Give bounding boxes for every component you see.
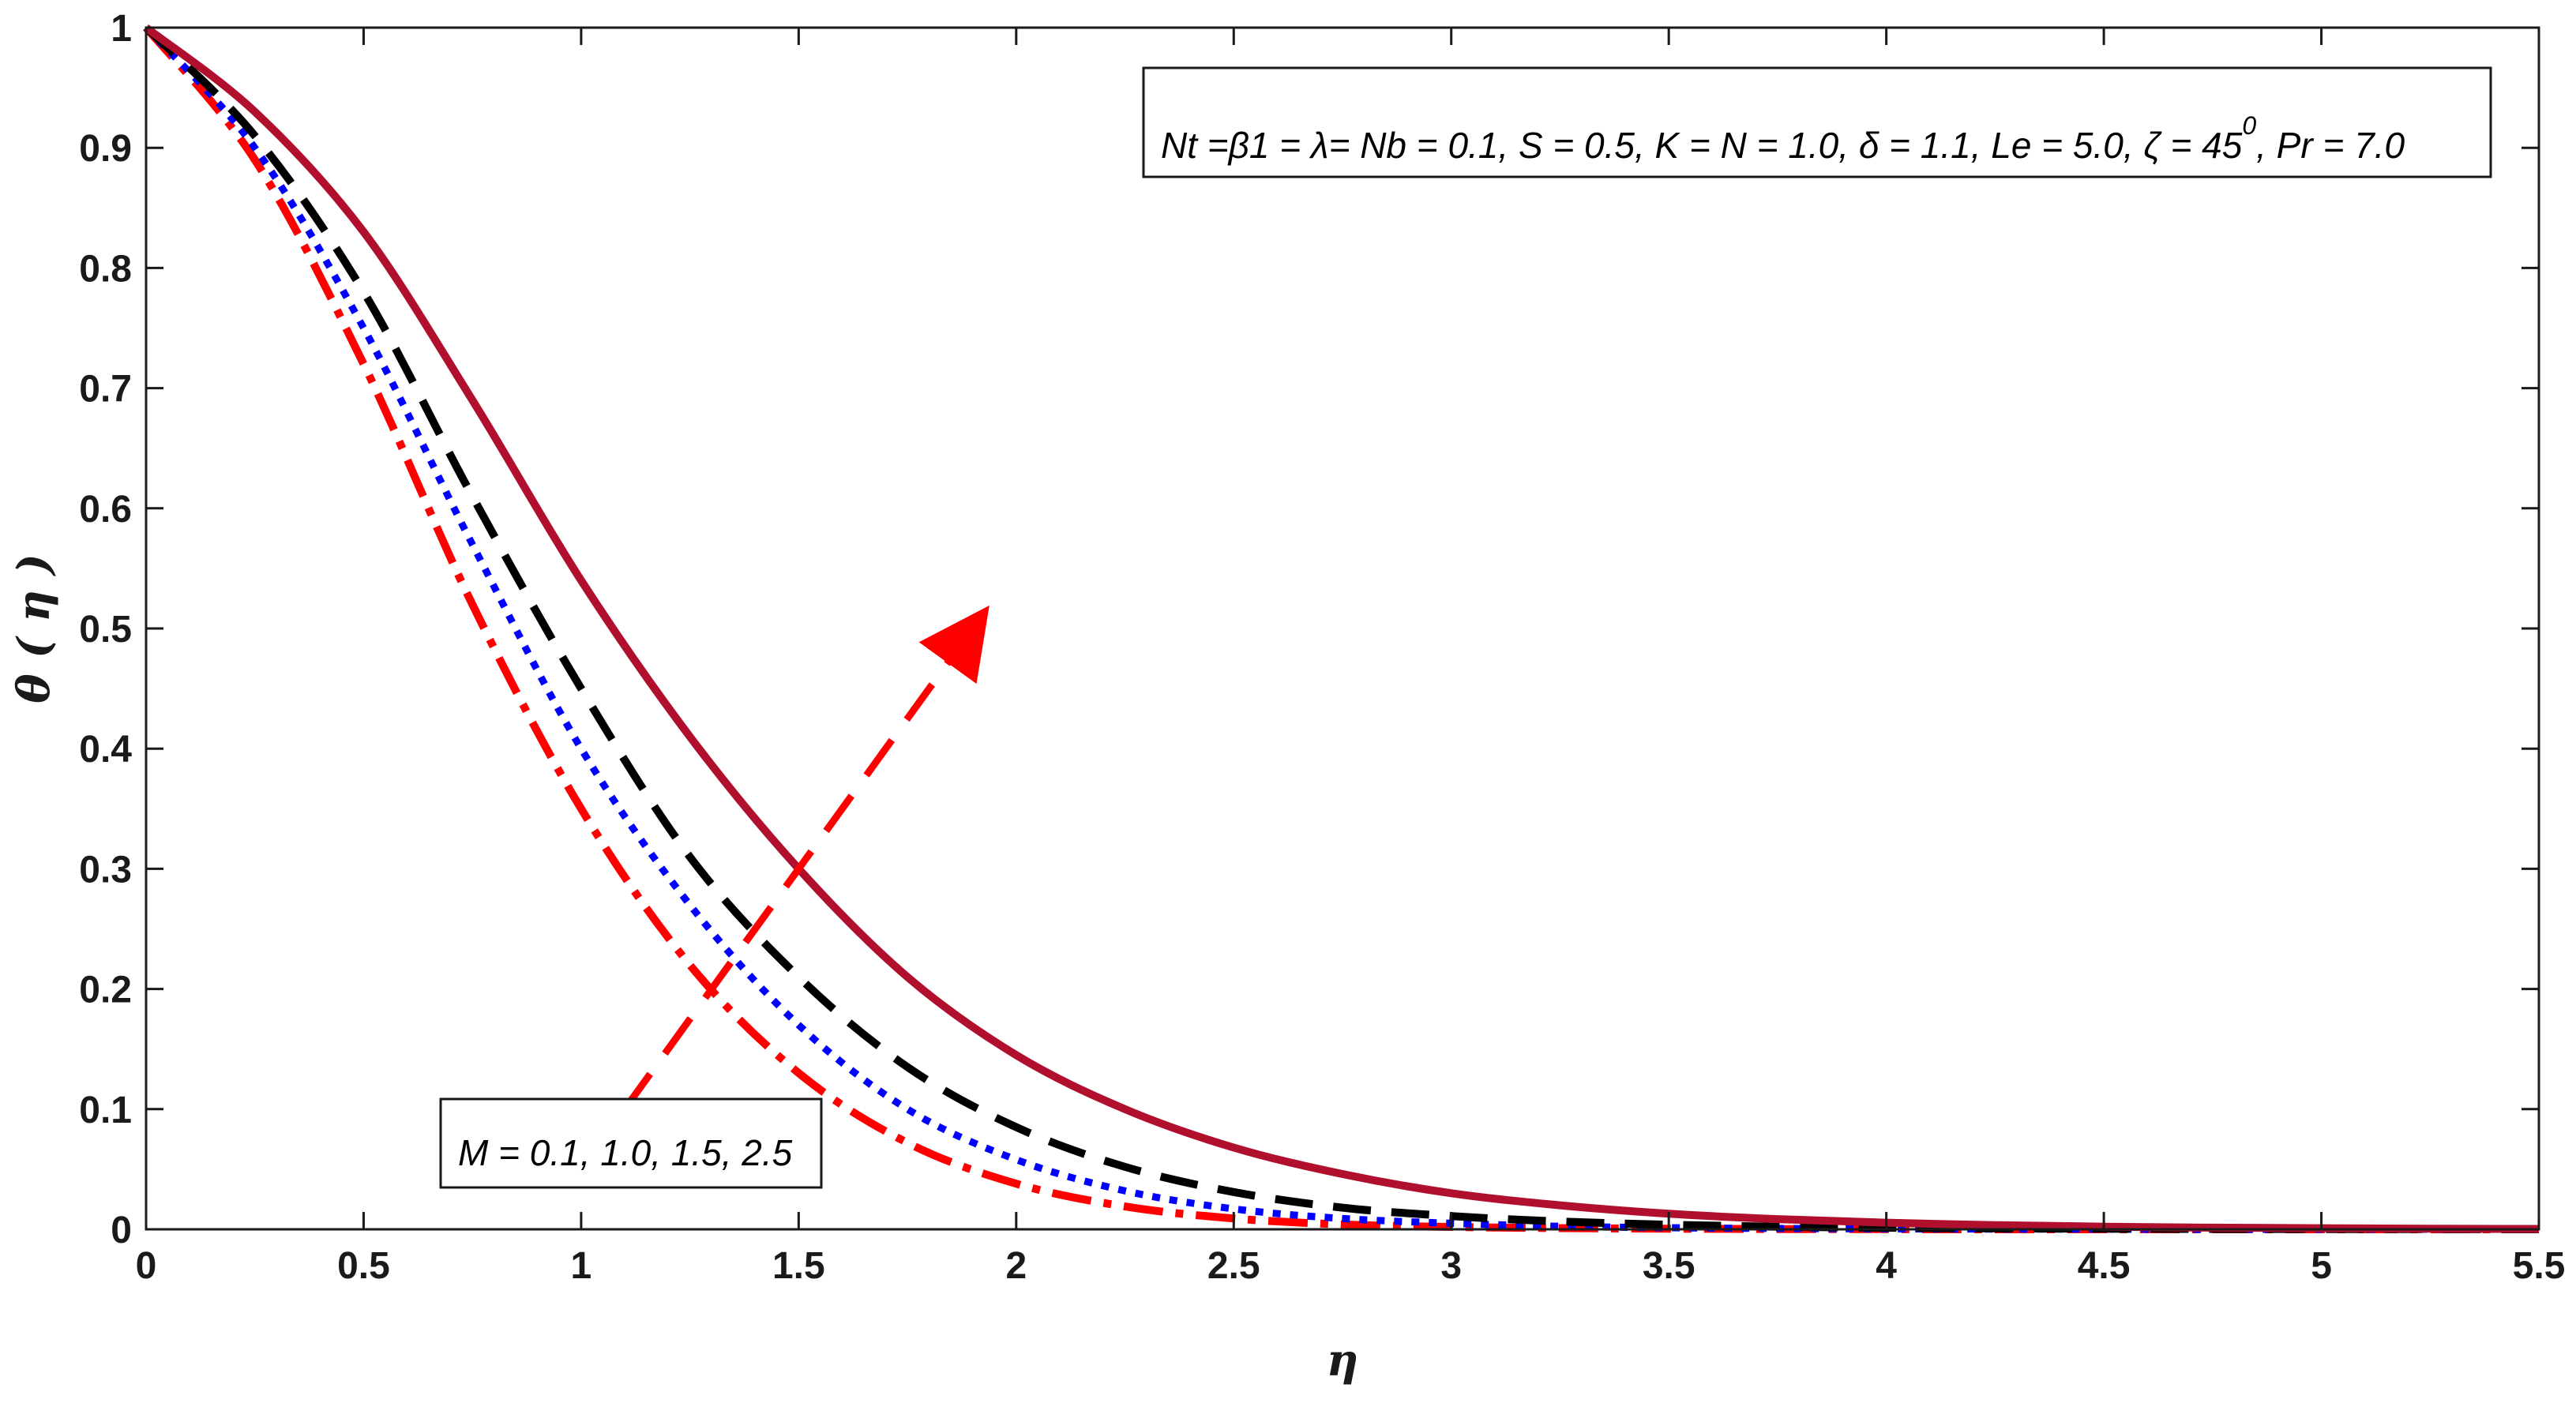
y-axis-ticks: 0 0.1 0.2 0.3 0.4 0.5 0.6 0.7 0.8 0.9 1 [79,8,2539,1251]
y-tick-label: 0.3 [79,849,132,891]
x-tick-label: 5.5 [2513,1245,2566,1287]
x-tick-label: 3 [1440,1245,1462,1287]
y-tick-label: 1 [111,8,132,50]
series-line-1 [143,24,2539,1233]
y-tick-label: 0.5 [79,609,132,651]
m-box [439,1097,823,1189]
x-axis-title: η [1327,1334,1359,1386]
params-annotation: Nt =β1 = λ= Nb = 0.1, S = 0.5, K = N = 1… [1142,66,2492,178]
plot-area [146,28,2539,1229]
y-tick-label: 0.6 [79,489,132,531]
x-tick-label: 2.5 [1207,1245,1260,1287]
params-text: Nt =β1 = λ= Nb = 0.1, S = 0.5, K = N = 1… [1161,125,2243,166]
y-tick-label: 0.8 [79,248,132,290]
x-tick-label: 0 [136,1245,157,1287]
x-tick-label: 4 [1876,1245,1897,1287]
y-axis-title: θ ( η ) [8,553,60,703]
y-tick-label: 0.9 [79,128,132,170]
x-tick-label: 2 [1005,1245,1027,1287]
x-tick-label: 1 [571,1245,592,1287]
y-tick-label: 0.4 [79,729,132,771]
y-tick-label: 0.7 [79,369,132,411]
params-box [1142,66,2492,178]
x-tick-label: 0.5 [337,1245,390,1287]
x-tick-label: 4.5 [2078,1245,2131,1287]
m-label: M = 0.1, 1.0, 1.5, 2.5 [458,1132,793,1173]
x-tick-label: 1.5 [772,1245,825,1287]
y-tick-label: 0.2 [79,970,132,1011]
x-tick-label: 5 [2311,1245,2332,1287]
params-tail: , Pr = 7.0 [2256,125,2405,166]
y-tick-label: 0.1 [79,1090,132,1131]
params-superscript: 0 [2242,111,2256,140]
svg-text:Nt =β1 = λ= Nb = 0.1, S = 0.5,: Nt =β1 = λ= Nb = 0.1, S = 0.5, K = N = 1… [1161,111,2405,166]
trend-arrow [621,605,989,1112]
x-tick-label: 3.5 [1643,1245,1695,1287]
m-annotation: M = 0.1, 1.0, 1.5, 2.5 [439,1097,823,1189]
y-tick-label: 0 [111,1210,132,1251]
x-axis-ticks: 0 0.5 1 1.5 2 2.5 3 3.5 4 4.5 5 5.5 [136,28,2566,1287]
